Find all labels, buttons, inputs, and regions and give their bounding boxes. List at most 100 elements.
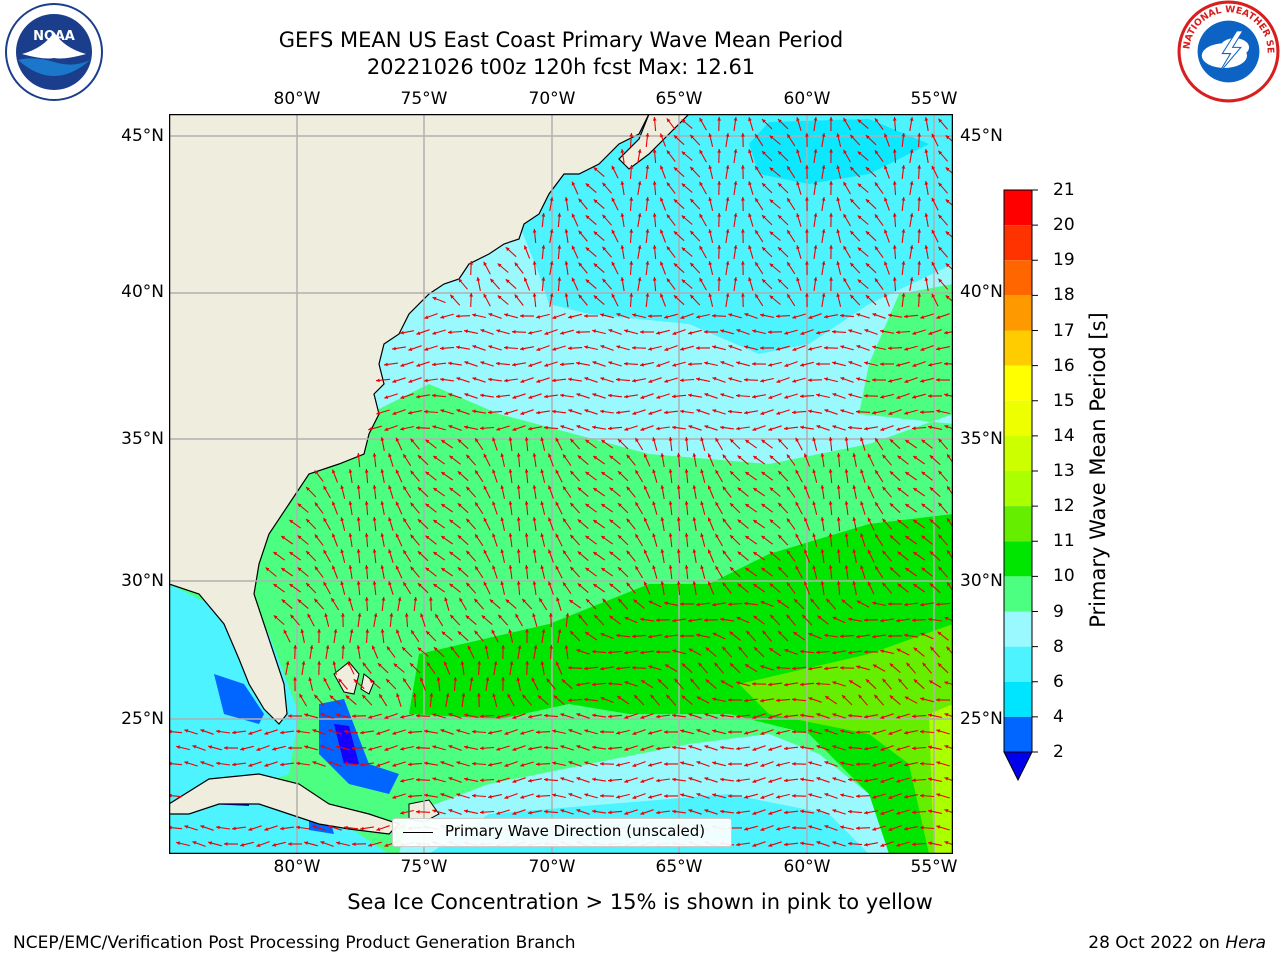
wave-direction-arrowhead xyxy=(796,245,800,250)
wave-direction-arrowhead xyxy=(632,763,637,767)
wave-direction-arrowhead xyxy=(325,645,330,649)
wave-direction-arrowhead xyxy=(512,427,517,431)
wave-direction-arrowhead xyxy=(748,213,752,218)
wave-direction-arrowhead xyxy=(356,485,361,489)
wave-direction-arrowhead xyxy=(555,565,560,570)
wave-direction-arrowhead xyxy=(938,150,943,155)
wave-direction-arrowhead xyxy=(666,694,671,699)
wave-direction-arrowhead xyxy=(464,393,469,397)
wave-direction-arrowhead xyxy=(884,293,888,298)
wave-direction-arrowhead xyxy=(520,411,525,415)
wave-direction-arrowhead xyxy=(443,661,448,666)
wave-direction-arrowhead xyxy=(400,330,404,335)
wave-direction-arrowhead xyxy=(860,437,864,442)
wave-direction-arrowhead xyxy=(372,517,377,521)
wave-direction-arrowhead xyxy=(922,662,927,667)
wave-direction-arrowhead xyxy=(778,183,782,187)
wave-direction-arrowhead xyxy=(688,777,693,781)
wave-direction-arrowhead xyxy=(828,501,833,505)
wave-direction-arrowhead xyxy=(624,361,628,366)
wave-direction-arrowhead xyxy=(912,714,916,719)
wave-direction-arrowhead xyxy=(577,455,582,460)
wave-direction-arrowhead xyxy=(564,261,569,265)
wave-direction-arrowhead xyxy=(450,614,454,619)
wave-direction-arrowhead xyxy=(568,315,573,319)
wave-direction-arrowhead xyxy=(347,661,352,666)
wave-direction-arrowhead xyxy=(699,277,703,282)
wave-direction-arrowhead xyxy=(909,213,914,217)
wave-direction-arrowhead xyxy=(380,565,385,569)
colorbar-tick-label: 13 xyxy=(1053,461,1075,481)
wave-direction-arrowhead xyxy=(704,393,709,397)
wave-direction-arrowhead xyxy=(776,762,780,767)
wave-direction-arrowhead xyxy=(660,229,664,234)
wave-direction-arrowhead xyxy=(403,454,407,459)
wave-direction-arrowhead xyxy=(584,761,589,765)
wave-direction-arrowhead xyxy=(684,533,689,537)
wave-direction-arrowhead xyxy=(920,697,925,701)
colorbar-swatch xyxy=(1004,611,1032,647)
wave-direction-arrowhead xyxy=(608,393,612,398)
wave-direction-arrowhead xyxy=(648,731,653,735)
wave-direction-arrowhead xyxy=(555,501,560,506)
wave-direction-arrowhead xyxy=(656,650,660,654)
wave-direction-arrowhead xyxy=(576,425,581,429)
wave-direction-arrowhead xyxy=(626,486,631,491)
wave-direction-arrowhead xyxy=(768,715,773,719)
wave-direction-arrowhead xyxy=(944,330,948,335)
wave-direction-arrowhead xyxy=(945,231,950,236)
wave-direction-arrowhead xyxy=(536,730,540,735)
wave-direction-arrowhead xyxy=(793,631,798,636)
noaa-logo: NOAA xyxy=(5,3,103,101)
wave-direction-arrowhead xyxy=(787,262,791,267)
wave-direction-arrowhead xyxy=(586,599,590,603)
wave-direction-arrowhead xyxy=(403,486,407,491)
wave-direction-arrowhead xyxy=(300,629,305,633)
wave-direction-arrowhead xyxy=(728,698,732,702)
wave-direction-arrowhead xyxy=(858,694,863,699)
wave-direction-arrowhead xyxy=(240,843,245,847)
wave-direction-arrowhead xyxy=(805,261,809,265)
wave-direction-arrowhead xyxy=(945,135,950,140)
wave-direction-arrowhead xyxy=(524,501,529,505)
wave-direction-arrowhead xyxy=(875,534,879,539)
wave-direction-arrowhead xyxy=(712,313,716,318)
wave-direction-arrowhead xyxy=(938,214,943,219)
wave-direction-arrowhead xyxy=(901,197,906,201)
lon-label-bottom-60w: 60°W xyxy=(783,857,831,877)
wave-direction-arrowhead xyxy=(540,469,545,473)
wave-direction-arrowhead xyxy=(314,470,319,475)
wave-direction-arrowhead xyxy=(776,794,780,799)
wave-direction-arrowhead xyxy=(832,681,837,685)
wave-direction-arrowhead xyxy=(528,363,533,367)
wave-direction-arrowhead xyxy=(896,427,901,431)
wave-direction-arrowhead xyxy=(944,713,949,717)
wave-direction-arrowhead xyxy=(737,583,742,588)
wave-direction-arrowhead xyxy=(410,470,415,475)
land-nova-scotia xyxy=(618,114,690,170)
wave-direction-arrowhead xyxy=(460,661,465,665)
wave-direction-arrowhead xyxy=(432,393,436,398)
wave-direction-arrowhead xyxy=(832,713,837,717)
wave-direction-arrowhead xyxy=(725,229,730,233)
wave-direction-arrowhead xyxy=(769,263,774,268)
wave-direction-arrowhead xyxy=(672,649,677,653)
wave-direction-arrowhead xyxy=(813,181,818,185)
wave-direction-arrowhead xyxy=(485,677,490,681)
wave-direction-arrowhead xyxy=(688,362,692,367)
wave-direction-arrowhead xyxy=(504,795,509,799)
wave-direction-arrowhead xyxy=(826,598,831,603)
wave-direction-arrowhead xyxy=(795,501,799,506)
wave-direction-arrowhead xyxy=(808,346,812,351)
wave-direction-arrowhead xyxy=(640,747,645,751)
wave-direction-arrowhead xyxy=(539,598,543,603)
wave-direction-arrowhead xyxy=(552,315,557,319)
wave-direction-arrowhead xyxy=(392,346,396,351)
colorbar-tick-label: 9 xyxy=(1053,601,1064,622)
wave-direction-arrowhead xyxy=(821,229,826,233)
wave-direction-arrowhead xyxy=(696,633,700,638)
wave-direction-arrowhead xyxy=(856,794,860,799)
wave-direction-arrowhead xyxy=(836,581,841,585)
wave-direction-arrowhead xyxy=(578,294,583,299)
wave-direction-arrowhead xyxy=(568,729,573,733)
